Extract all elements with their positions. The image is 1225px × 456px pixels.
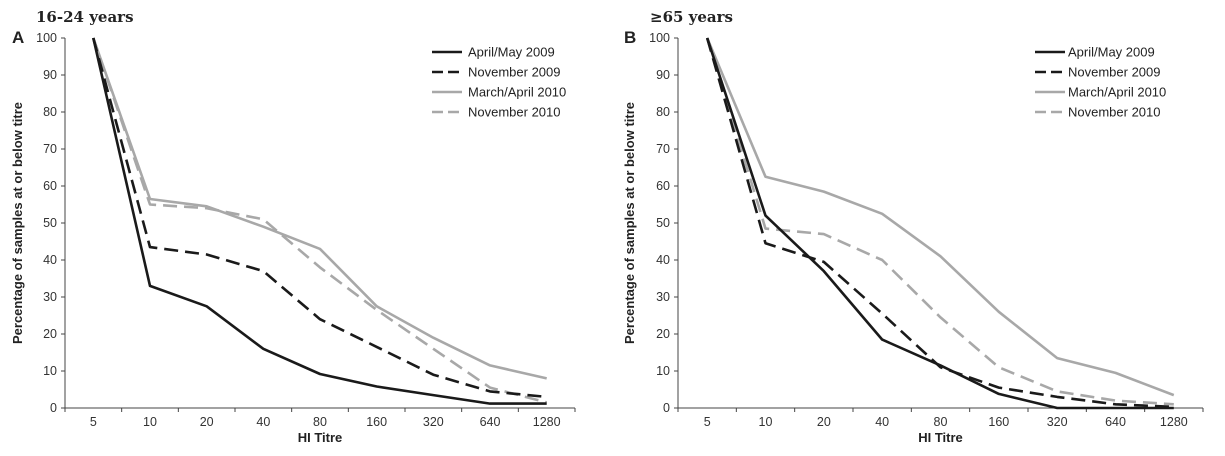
- series-line-1: [92, 37, 547, 405]
- y-tick-label: 0: [663, 401, 670, 415]
- y-tick-label: 20: [656, 327, 670, 341]
- y-tick-label: 100: [649, 31, 670, 45]
- legend-label: November 2009: [468, 65, 561, 80]
- x-tick-label: 20: [817, 415, 831, 429]
- y-tick-label: 10: [43, 364, 57, 378]
- x-tick-label: 20: [200, 415, 214, 429]
- y-tick-label: 100: [36, 31, 57, 45]
- series-line-4: [92, 37, 548, 404]
- y-tick-label: 80: [656, 105, 670, 119]
- legend-label: March/April 2010: [468, 85, 566, 100]
- x-tick-label: 5: [704, 415, 711, 429]
- legend-label: November 2009: [1068, 65, 1161, 80]
- legend-label: November 2010: [468, 105, 561, 120]
- x-tick-label: 1280: [533, 415, 561, 429]
- legend-label: April/May 2009: [468, 45, 555, 60]
- series-line-3: [706, 37, 1175, 397]
- x-tick-label: 320: [1047, 415, 1068, 429]
- series-line-3: [92, 37, 547, 380]
- x-tick-label: 160: [366, 415, 387, 429]
- x-tick-label: 10: [143, 415, 157, 429]
- y-tick-label: 60: [43, 179, 57, 193]
- y-tick-label: 30: [43, 290, 57, 304]
- y-tick-label: 60: [656, 179, 670, 193]
- y-tick-label: 90: [656, 68, 670, 82]
- y-tick-label: 0: [50, 401, 57, 415]
- x-tick-label: 10: [759, 415, 773, 429]
- series-line-2: [92, 37, 547, 399]
- legend-label: March/April 2010: [1068, 85, 1166, 100]
- x-axis-label: HI Titre: [918, 430, 963, 445]
- x-tick-label: 640: [480, 415, 501, 429]
- series-line-1: [705, 37, 1174, 410]
- x-tick-label: 320: [423, 415, 444, 429]
- x-tick-label: 40: [256, 415, 270, 429]
- x-tick-label: 160: [988, 415, 1009, 429]
- legend-label: April/May 2009: [1068, 45, 1155, 60]
- y-tick-label: 80: [43, 105, 57, 119]
- x-axis-label: HI Titre: [298, 430, 343, 445]
- x-tick-label: 5: [90, 415, 97, 429]
- chart-title: ≥65 years: [650, 8, 733, 26]
- y-tick-label: 10: [656, 364, 670, 378]
- y-tick-label: 70: [656, 142, 670, 156]
- y-tick-label: 40: [43, 253, 57, 267]
- y-tick-label: 40: [656, 253, 670, 267]
- x-tick-label: 80: [934, 415, 948, 429]
- chart-title: 16-24 years: [36, 8, 134, 26]
- y-tick-label: 90: [43, 68, 57, 82]
- panel-label: B: [624, 28, 636, 47]
- x-tick-label: 1280: [1160, 415, 1188, 429]
- y-tick-label: 50: [43, 216, 57, 230]
- x-tick-label: 80: [313, 415, 327, 429]
- chart-panel-a: 16-24 years A 0 10 20 30 40 50 60 70 80 90 100 5 10 20 4…: [10, 8, 576, 445]
- chart-panel-b: ≥65 years B 0 10 20 30 40 50 60 70 80 90 100 5 10 20 40 8…: [622, 8, 1204, 445]
- legend-label: November 2010: [1068, 105, 1161, 120]
- y-axis-label: Percentage of samples at or below titre: [622, 102, 637, 344]
- y-axis-label: Percentage of samples at or below titre: [10, 102, 25, 344]
- series-line-4: [705, 37, 1174, 406]
- panel-label: A: [12, 28, 24, 47]
- y-tick-label: 30: [656, 290, 670, 304]
- y-tick-label: 20: [43, 327, 57, 341]
- y-tick-label: 70: [43, 142, 57, 156]
- y-tick-label: 50: [656, 216, 670, 230]
- x-tick-label: 40: [875, 415, 889, 429]
- series-line-2: [705, 37, 1174, 409]
- x-tick-label: 640: [1105, 415, 1126, 429]
